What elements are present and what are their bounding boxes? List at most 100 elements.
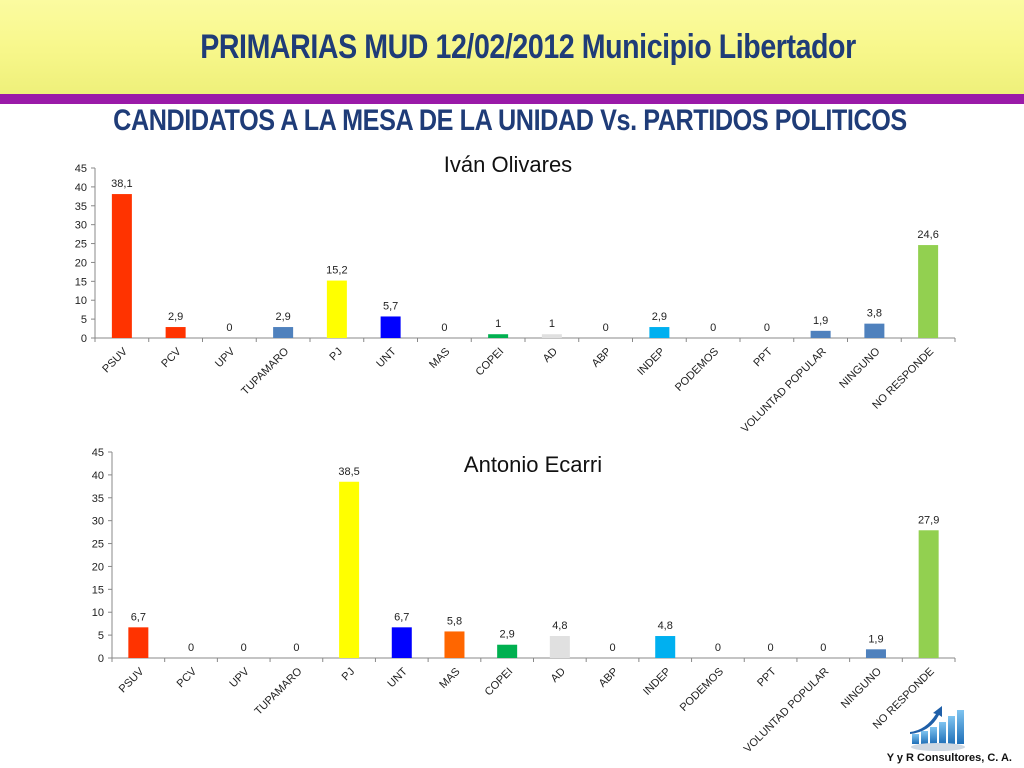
x-tick-label: NINGUNO <box>839 665 885 711</box>
data-label: 0 <box>241 642 247 654</box>
x-tick-label: AD <box>549 666 568 685</box>
bar-ad <box>549 636 570 658</box>
data-label: 2,9 <box>168 311 183 323</box>
data-label: 2,9 <box>500 629 515 641</box>
rising-bar-chart-with-arrow-icon <box>910 706 965 751</box>
bar-psuv <box>111 194 132 338</box>
bar-unt <box>391 627 412 658</box>
x-tick-label: TUPAMARO <box>239 345 291 397</box>
y-tick-label: 35 <box>92 493 104 505</box>
x-tick-label: PSUV <box>100 345 130 375</box>
bar-voluntad-popular <box>810 330 831 338</box>
header-band <box>0 0 1024 94</box>
x-tick-label: PSUV <box>117 665 147 695</box>
bar-ninguno <box>864 323 885 338</box>
bar-copei <box>497 644 518 658</box>
data-label: 0 <box>603 322 609 334</box>
x-tick-label: UNT <box>374 345 399 370</box>
x-tick-label: PCV <box>159 345 184 370</box>
page-subtitle: CANDIDATOS A LA MESA DE LA UNIDAD Vs. PA… <box>113 104 907 137</box>
bar-no-responde <box>918 245 939 338</box>
chart-ivan-olivares: Iván Olivares05101520253035404538,1PSUV2… <box>75 152 956 435</box>
data-label: 0 <box>293 642 299 654</box>
y-tick-label: 25 <box>75 239 87 251</box>
x-tick-label: PODEMOS <box>673 346 721 394</box>
y-tick-label: 10 <box>75 295 87 307</box>
y-tick-label: 25 <box>92 539 104 551</box>
x-tick-label: PJ <box>340 666 358 684</box>
bar-unt <box>380 316 401 338</box>
y-tick-label: 20 <box>75 257 87 269</box>
bar-pj <box>326 280 347 338</box>
y-tick-label: 15 <box>92 584 104 596</box>
data-label: 3,8 <box>867 308 882 320</box>
data-label: 0 <box>188 642 194 654</box>
data-label: 0 <box>441 322 447 334</box>
chart-title: Antonio Ecarri <box>464 452 602 477</box>
y-tick-label: 45 <box>92 447 104 459</box>
data-label: 27,9 <box>918 514 939 526</box>
data-label: 1 <box>495 318 501 330</box>
x-tick-label: INDEP <box>641 666 673 698</box>
chart-title: Iván Olivares <box>444 152 572 177</box>
x-tick-label: AD <box>541 346 560 365</box>
bar-mas <box>444 631 465 658</box>
x-tick-label: PCV <box>175 665 200 690</box>
y-tick-label: 20 <box>92 561 104 573</box>
y-tick-label: 45 <box>75 163 87 175</box>
data-label: 1 <box>549 318 555 330</box>
bar-copei <box>488 334 509 338</box>
y-tick-label: 5 <box>81 314 87 326</box>
y-tick-label: 40 <box>92 470 104 482</box>
data-label: 1,9 <box>813 315 828 327</box>
footer-credit: Y y R Consultores, C. A. <box>886 752 1012 764</box>
x-tick-label: TUPAMARO <box>253 665 305 717</box>
x-tick-label: INDEP <box>635 346 667 378</box>
x-tick-label: COPEI <box>474 346 507 379</box>
x-tick-label: MAS <box>437 666 462 691</box>
data-label: 1,9 <box>868 633 883 645</box>
data-label: 2,9 <box>652 311 667 323</box>
bar-tupamaro <box>273 327 294 338</box>
data-label: 0 <box>715 642 721 654</box>
page-title: PRIMARIAS MUD 12/02/2012 Municipio Liber… <box>200 28 856 66</box>
y-tick-label: 0 <box>81 333 87 345</box>
data-label: 6,7 <box>131 611 146 623</box>
x-tick-label: PODEMOS <box>678 666 726 714</box>
y-tick-label: 10 <box>92 607 104 619</box>
x-tick-label: ABP <box>597 666 621 690</box>
y-tick-label: 15 <box>75 276 87 288</box>
bar-pj <box>339 481 360 658</box>
bar-no-responde <box>918 530 939 658</box>
y-tick-label: 5 <box>98 630 104 642</box>
y-tick-label: 35 <box>75 201 87 213</box>
data-label: 38,1 <box>111 178 132 190</box>
data-label: 2,9 <box>275 311 290 323</box>
data-label: 5,7 <box>383 300 398 312</box>
x-tick-label: ABP <box>590 346 614 370</box>
x-tick-label: UPV <box>213 345 238 370</box>
data-label: 0 <box>710 322 716 334</box>
x-tick-label: NINGUNO <box>837 345 883 391</box>
x-tick-label: UPV <box>227 665 252 690</box>
data-label: 38,5 <box>338 466 359 478</box>
header-divider <box>0 94 1024 104</box>
data-label: 0 <box>609 642 615 654</box>
data-label: 24,6 <box>917 229 938 241</box>
x-tick-label: COPEI <box>483 666 516 699</box>
data-label: 0 <box>764 322 770 334</box>
y-tick-label: 30 <box>75 220 87 232</box>
x-tick-label: PPT <box>751 345 775 369</box>
bar-ninguno <box>865 649 886 658</box>
y-tick-label: 40 <box>75 182 87 194</box>
data-label: 4,8 <box>552 620 567 632</box>
y-tick-label: 0 <box>98 653 104 665</box>
data-label: 5,8 <box>447 615 462 627</box>
x-tick-label: PJ <box>327 346 345 364</box>
data-label: 0 <box>820 642 826 654</box>
bar-indep <box>649 327 670 338</box>
data-label: 4,8 <box>658 620 673 632</box>
bar-ad <box>541 334 562 338</box>
x-tick-label: MAS <box>427 346 452 371</box>
bar-pcv <box>165 327 186 338</box>
